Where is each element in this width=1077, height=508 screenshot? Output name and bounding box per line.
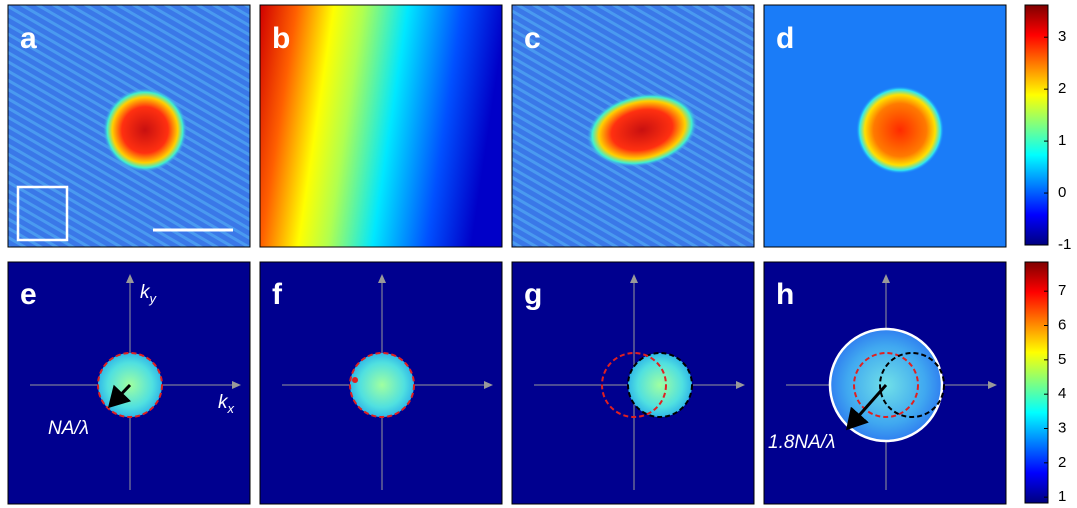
panel-a: a [8, 5, 250, 247]
tick-label: 2 [1058, 454, 1066, 471]
panel-label: h [776, 278, 794, 311]
na-label: NA/λ [48, 418, 89, 439]
colorbar [1025, 262, 1048, 503]
panel-label: c [524, 22, 541, 55]
figure: a b c d ky kx NA/λ e f g 1.8NA/λ h -1 0 1 2… [0, 0, 1077, 508]
panel-label: e [20, 278, 37, 311]
tick-label: 3 [1058, 419, 1066, 436]
tick-label: 3 [1058, 28, 1066, 45]
tick-label: 1 [1058, 488, 1066, 505]
panel-c: c [512, 5, 754, 247]
tick-label: 5 [1058, 351, 1066, 368]
panel-label: d [776, 22, 794, 55]
panel-label: f [272, 278, 283, 311]
panel-d: d [764, 5, 1006, 247]
tick-label: 1 [1058, 132, 1066, 149]
tick-label: -1 [1058, 236, 1071, 253]
panel-label: g [524, 278, 542, 311]
tick-label: 6 [1058, 316, 1066, 333]
tick-label: 2 [1058, 80, 1066, 97]
panel-label: a [20, 22, 37, 55]
tick-label: 7 [1058, 282, 1066, 299]
tick-label: 0 [1058, 184, 1066, 201]
panel-h: 1.8NA/λ h [764, 262, 1006, 504]
panel-e: ky kx NA/λ e [8, 262, 250, 504]
panel-b: b [260, 5, 502, 247]
panel-f: f [260, 262, 502, 504]
panel-label: b [272, 22, 290, 55]
tick-label: 4 [1058, 385, 1066, 402]
colorbar [1025, 5, 1048, 245]
na18-label: 1.8NA/λ [768, 432, 835, 453]
panel-g: g [512, 262, 754, 504]
